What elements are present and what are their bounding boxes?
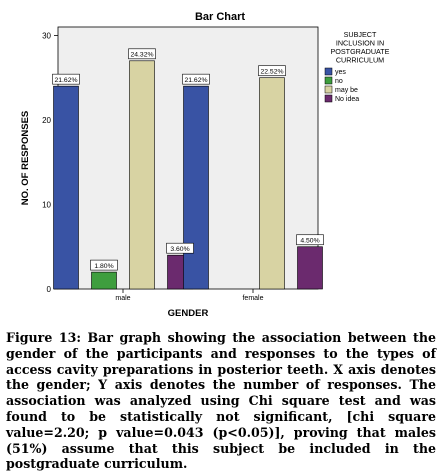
data-label-box (166, 242, 194, 254)
data-label-box (182, 73, 210, 85)
bar-female-yes (183, 85, 209, 290)
legend-label-may-be: may be (335, 87, 358, 94)
caption-text: Bar graph showing the association betwee… (6, 330, 436, 472)
bar-female-may-be (259, 77, 285, 290)
chart-title: Bar Chart (195, 11, 245, 23)
bars (53, 60, 323, 290)
legend-title-line: CURRICULUM (336, 56, 384, 65)
legend-title-line: POSTGRADUATE (331, 47, 390, 56)
data-label: 21.62% (184, 77, 207, 84)
data-label-box (90, 259, 118, 271)
legend-title-line: INCLUSION IN (336, 39, 384, 48)
legend-label-yes: yes (335, 69, 346, 76)
data-label: 3.60% (170, 246, 189, 253)
legend-swatch-may-be (324, 85, 333, 94)
legend-label-no: no (335, 78, 343, 85)
x-tick-label-male: male (115, 295, 130, 302)
y-tick-label: 20 (42, 116, 51, 125)
caption-label: Figure 13: (6, 330, 82, 345)
x-axis: male female (115, 289, 264, 302)
legend-title-line: SUBJECT (344, 30, 377, 39)
bar-labels: 21.62% 1.80% 24.32% 3.60% 21.62% 22.52% 4.50% (52, 48, 324, 271)
figure-caption: Figure 13: Bar graph showing the associa… (6, 330, 436, 472)
x-axis-label: GENDER (168, 308, 209, 319)
legend-swatch-no-idea (324, 94, 333, 103)
data-label: 21.62% (54, 77, 77, 84)
legend-label-no-idea: No idea (335, 96, 359, 103)
bar-male-may-be (129, 60, 155, 290)
legend-swatch-no (324, 76, 333, 85)
bar-female-no-idea (297, 246, 323, 290)
y-axis-label: NO. OF RESPONSES (20, 111, 31, 206)
data-label: 1.80% (94, 263, 113, 270)
legend-swatch-yes (324, 67, 333, 76)
x-tick-label-female: female (242, 295, 263, 302)
y-tick-label: 10 (42, 200, 51, 209)
data-label: 24.32% (130, 52, 153, 59)
bar-male-no (91, 271, 117, 290)
bar-male-yes (53, 85, 79, 290)
y-tick-label: 0 (47, 285, 52, 294)
data-label-box (258, 65, 286, 77)
data-label-box (52, 73, 80, 85)
data-label-box (128, 48, 156, 60)
data-label: 4.50% (300, 238, 319, 245)
bar-chart: Bar Chart 0 10 20 30 male female 21.62% 1.80%… (20, 11, 390, 319)
data-label: 22.52% (260, 69, 283, 76)
data-label-box (296, 234, 324, 246)
y-tick-label: 30 (42, 31, 51, 40)
